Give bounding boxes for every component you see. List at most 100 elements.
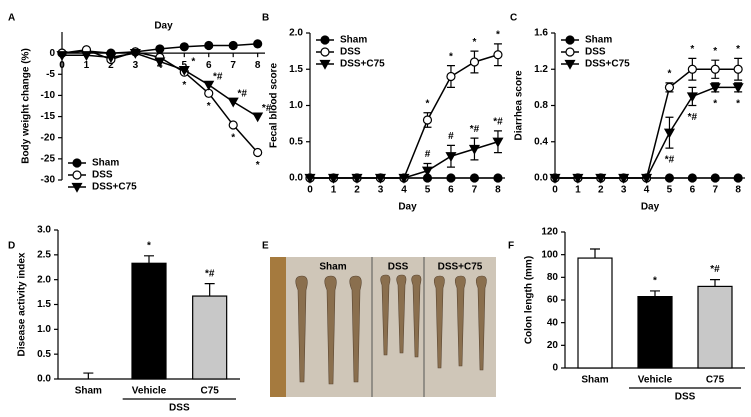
x-tick-label: 1: [84, 60, 90, 71]
point: [227, 97, 239, 108]
panel-letter: C: [510, 13, 517, 24]
point-label: *: [182, 80, 186, 91]
x-tick-label: 8: [255, 60, 261, 71]
x-tick-label: 7: [472, 185, 478, 196]
series-line: [310, 54, 499, 179]
point: [686, 92, 698, 103]
point-label: *: [473, 37, 477, 48]
panel-letter: D: [8, 241, 15, 252]
series-line: [555, 68, 739, 179]
y-tick-label: 0.5: [37, 349, 51, 360]
point: [327, 173, 340, 184]
point: [469, 57, 480, 67]
panel-letter: F: [508, 241, 514, 252]
x-tick-label: 0: [307, 185, 313, 196]
point: [154, 57, 166, 68]
x-tick-label: 2: [354, 185, 360, 196]
legend-label: DSS: [585, 47, 606, 58]
point-label: *#: [710, 264, 720, 275]
point-label: *: [426, 98, 430, 109]
y-tick-label: 2.0: [37, 274, 51, 285]
point: [351, 173, 363, 184]
y-tick-label: 0: [49, 48, 55, 59]
panel: F 0 20 40 60 80 100 120 Colon length (mm) Sham Veh…: [508, 227, 745, 403]
panel: D 0.0 0.5 1.0 1.5 2.0 2.5 3.0 Disease activity i…: [8, 225, 240, 414]
colon-samples: [295, 274, 487, 385]
point-label: *: [668, 68, 672, 79]
y-tick-label: 120: [541, 227, 558, 238]
point-label: *: [736, 44, 740, 55]
point: [468, 144, 480, 155]
y-tick-label: 1.5: [289, 64, 303, 75]
y-tick-label: 1.0: [37, 324, 51, 335]
y-tick-label: 1.6: [534, 28, 548, 39]
photo-label: DSS: [388, 262, 409, 273]
bar: [697, 285, 733, 369]
point-label: *: [256, 160, 260, 171]
point: [664, 82, 675, 92]
point: [253, 147, 263, 158]
x-tick-label: 1: [331, 185, 337, 196]
y-tick-label: 80: [547, 272, 559, 283]
group-label: DSS: [675, 392, 696, 403]
x-tick-label: 3: [621, 185, 627, 196]
y-tick-label: 40: [547, 317, 559, 328]
x-tick-label: 5: [182, 60, 188, 71]
x-tick-label: 4: [401, 185, 407, 196]
panel: C 0.0 0.4 0.8 1.2 1.6 Diarrhea score 0 1 2 3 4 5 6 7 8 D…: [510, 13, 745, 213]
x-tick-label: Sham: [581, 375, 608, 386]
point: [178, 65, 190, 76]
y-tick-label: 0.5: [289, 136, 303, 147]
error-bar: [144, 255, 154, 264]
legend-marker: [320, 47, 330, 57]
point: [203, 80, 215, 91]
y-tick-label: 0.0: [37, 374, 51, 385]
legend-marker: [565, 35, 575, 45]
legend-label: Sham: [340, 35, 367, 46]
y-axis-label: Disease activity index: [17, 252, 28, 356]
y-tick-label: 2.5: [37, 249, 51, 260]
panel-letter: E: [262, 241, 269, 252]
panel: B 0.0 0.5 1.0 1.5 2.0 Fecal blood score 0 1 2 3 4 5 6…: [262, 13, 505, 213]
point: [179, 42, 189, 52]
point: [469, 173, 480, 183]
panel-letter: B: [262, 13, 269, 24]
y-tick-label: 100: [541, 249, 558, 260]
x-tick-label: 2: [598, 185, 604, 196]
legend-marker: [320, 35, 330, 45]
y-tick-label: -20: [41, 132, 56, 143]
legend-label: DSS: [92, 170, 113, 181]
point: [493, 173, 503, 183]
y-tick-label: 1.0: [289, 100, 303, 111]
x-tick-label: 8: [735, 185, 741, 196]
point-label: #: [448, 131, 454, 142]
y-tick-label: 0: [552, 363, 558, 374]
x-tick-label: Vehicle: [132, 386, 167, 397]
x-axis-label: Day: [154, 21, 173, 32]
point-label: *: [449, 51, 453, 62]
legend-label: Sham: [585, 35, 612, 46]
x-tick-label: 3: [378, 185, 384, 196]
x-tick-label: 5: [667, 185, 673, 196]
point-label: *#: [213, 71, 223, 82]
point-label: *#: [470, 124, 480, 135]
x-tick-label: 6: [206, 60, 212, 71]
point: [493, 50, 503, 60]
point: [445, 152, 457, 162]
panel: A 0 -5 -10 -15 -20 -25 -30 Body weight change (%…: [8, 13, 272, 193]
point: [105, 53, 117, 64]
point-label: #: [425, 149, 431, 160]
point-label: *: [713, 99, 717, 110]
ruler: [270, 257, 286, 397]
point-label: *#: [262, 103, 272, 114]
y-tick-label: 0.0: [534, 173, 548, 184]
point: [228, 40, 238, 51]
y-tick-label: 60: [547, 295, 559, 306]
point: [228, 120, 238, 130]
point: [446, 173, 456, 183]
x-tick-label: C75: [706, 375, 725, 386]
error-bar: [204, 283, 215, 297]
point: [709, 83, 721, 94]
point: [155, 44, 165, 54]
